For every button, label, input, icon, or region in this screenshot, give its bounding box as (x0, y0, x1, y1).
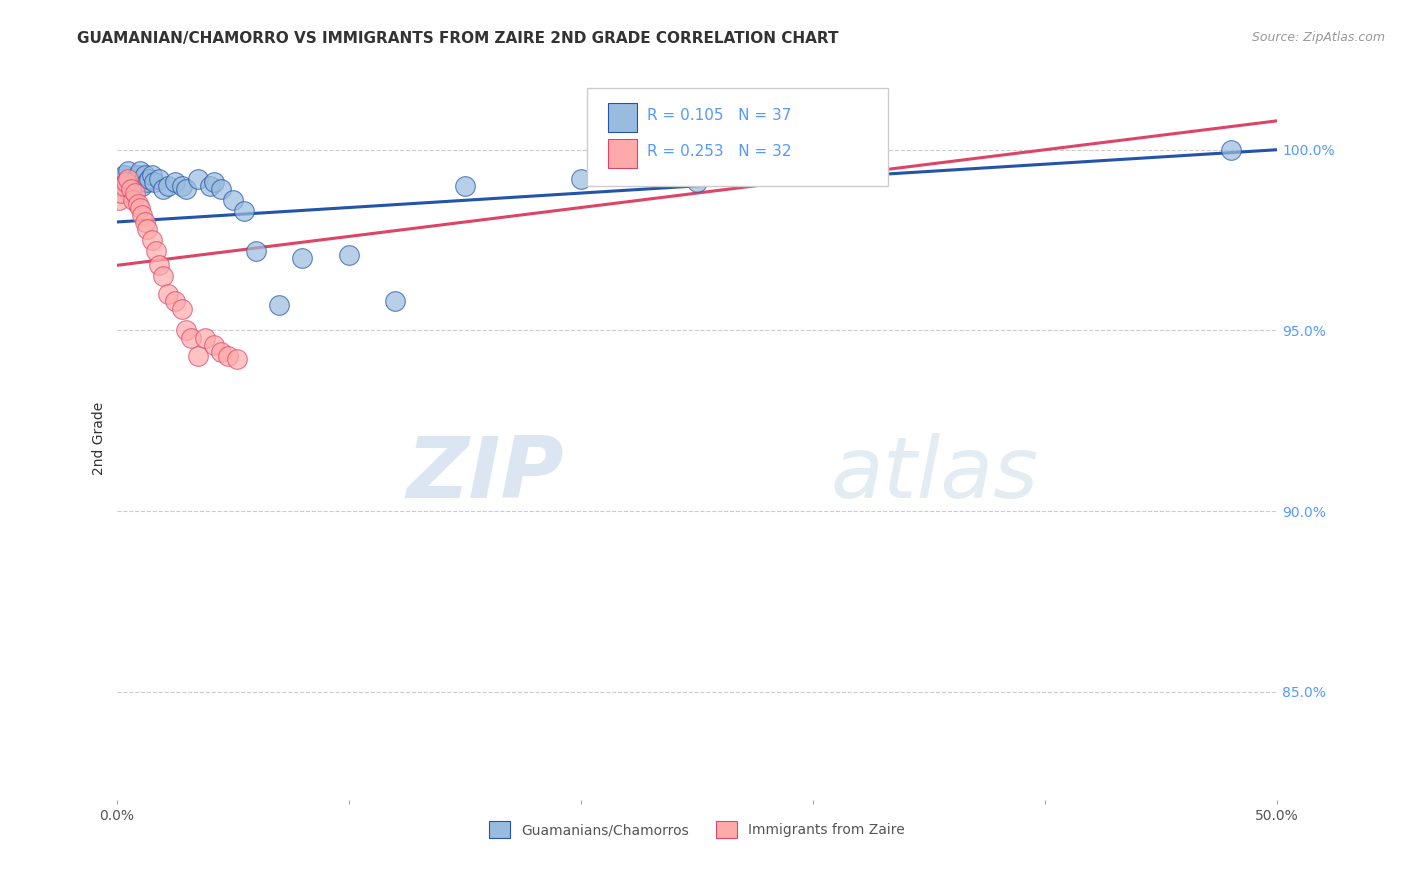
Point (129, 201, 152, 215)
Point (291, 251, 314, 265)
Point (142, 175, 165, 189)
FancyBboxPatch shape (607, 139, 637, 168)
Point (115, 175, 138, 189)
Point (269, 298, 291, 312)
Point (209, 345, 232, 359)
Point (176, 323, 198, 337)
Point (135, 222, 157, 236)
Point (163, 294, 186, 309)
Text: Source: ZipAtlas.com: Source: ZipAtlas.com (1251, 31, 1385, 45)
Point (222, 194, 245, 208)
Text: atlas: atlas (831, 434, 1039, 516)
Point (108, 194, 131, 208)
Point (245, 244, 267, 258)
Point (108, 178, 131, 193)
Point (180, 331, 202, 345)
Point (127, 168, 149, 182)
Point (187, 349, 209, 363)
Text: ZIP: ZIP (406, 434, 564, 516)
Point (138, 171, 160, 186)
Point (194, 331, 217, 345)
Point (141, 233, 163, 247)
Point (217, 349, 239, 363)
Point (148, 258, 170, 272)
Point (120, 178, 142, 193)
Point (131, 208, 153, 222)
Point (112, 168, 135, 182)
Point (1219, 143, 1241, 157)
Point (198, 178, 221, 193)
Point (337, 247, 360, 261)
Point (202, 175, 225, 189)
Point (124, 186, 146, 200)
Point (117, 171, 139, 186)
Point (145, 244, 167, 258)
Point (129, 164, 152, 178)
Point (156, 178, 179, 193)
Point (170, 178, 193, 193)
Point (131, 178, 153, 193)
Point (163, 175, 186, 189)
Point (134, 168, 156, 182)
Point (115, 175, 138, 189)
FancyBboxPatch shape (586, 88, 889, 186)
Point (156, 287, 179, 301)
Point (209, 182, 232, 196)
Legend: Guamanians/Chamorros, Immigrants from Zaire: Guamanians/Chamorros, Immigrants from Za… (484, 816, 911, 844)
Point (134, 215, 156, 229)
Y-axis label: 2nd Grade: 2nd Grade (93, 402, 107, 475)
Point (226, 352, 249, 367)
Point (686, 175, 709, 189)
Point (152, 182, 174, 196)
Point (124, 171, 146, 186)
Point (569, 171, 592, 186)
Point (454, 178, 477, 193)
Point (202, 338, 225, 352)
Point (127, 197, 149, 211)
Point (110, 171, 132, 186)
Point (122, 194, 145, 208)
Point (112, 178, 135, 193)
Point (110, 186, 132, 200)
Text: R = 0.105   N = 37: R = 0.105 N = 37 (647, 108, 792, 123)
Point (176, 182, 198, 196)
Point (117, 164, 139, 178)
Point (135, 175, 157, 189)
Text: GUAMANIAN/CHAMORRO VS IMMIGRANTS FROM ZAIRE 2ND GRADE CORRELATION CHART: GUAMANIAN/CHAMORRO VS IMMIGRANTS FROM ZA… (77, 31, 839, 46)
Point (233, 204, 256, 219)
Point (141, 168, 163, 182)
Point (170, 301, 193, 316)
Point (148, 171, 170, 186)
Point (120, 182, 142, 196)
Point (187, 171, 209, 186)
Point (384, 294, 406, 309)
Point (152, 269, 174, 284)
Text: R = 0.253   N = 32: R = 0.253 N = 32 (647, 145, 792, 160)
FancyBboxPatch shape (607, 103, 637, 132)
Point (122, 182, 145, 196)
